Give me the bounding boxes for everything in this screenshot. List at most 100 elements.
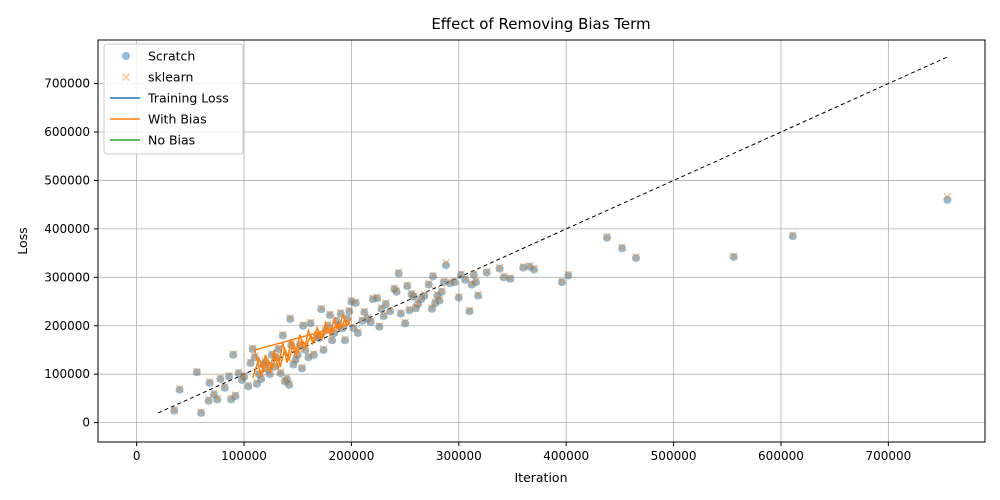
sklearn-point — [315, 332, 324, 341]
sklearn-point — [351, 298, 360, 306]
legend-marker-x — [122, 73, 130, 81]
sklearn-point — [170, 406, 179, 414]
sklearn-point — [319, 345, 328, 353]
sklearn-point — [461, 274, 470, 283]
sklearn-point — [338, 323, 347, 332]
sklearn-point — [287, 340, 296, 349]
sklearn-point — [375, 321, 384, 330]
scratch-point — [319, 345, 328, 354]
scratch-point — [286, 314, 295, 323]
scratch-point — [450, 278, 459, 287]
legend-label: No Bias — [148, 133, 195, 148]
scratch-point — [396, 309, 405, 318]
sklearn-point — [474, 290, 483, 299]
sklearn-point — [298, 363, 306, 372]
y-tick-label: 500000 — [44, 173, 90, 187]
scratch-point — [394, 269, 403, 278]
sklearn-point — [343, 313, 352, 322]
scratch-point — [298, 364, 307, 373]
x-tick-label: 0 — [133, 449, 141, 463]
x-ticks: 0 100000 200000 300000 400000 500000 600000 700… — [133, 442, 911, 463]
scratch-point — [360, 308, 369, 317]
sklearn-point — [283, 374, 291, 383]
scratch-point — [499, 273, 508, 282]
plot-frame — [97, 39, 986, 443]
sklearn-point — [345, 306, 354, 315]
sklearn-point — [285, 379, 294, 388]
x-tick-label: 100000 — [221, 449, 267, 463]
sklearn-point — [268, 349, 276, 358]
scratch-point — [564, 271, 573, 280]
scratch-point — [276, 369, 285, 378]
sklearn-point — [394, 268, 403, 277]
y-tick-label: 700000 — [44, 77, 90, 91]
scratch-point — [345, 307, 354, 316]
sklearn-point — [392, 286, 401, 295]
sklearn-point — [210, 389, 218, 398]
sklearn-point — [234, 368, 243, 377]
sklearn-point — [943, 192, 952, 201]
sklearn-point — [519, 262, 528, 271]
sklearn-point — [263, 364, 272, 373]
sklearn-point — [411, 303, 420, 312]
sklearn-point — [347, 296, 356, 305]
sklearn-point — [341, 335, 349, 344]
legend-label: Training Loss — [147, 91, 229, 106]
series-line-with-bias — [251, 312, 353, 379]
sklearn-point — [216, 374, 225, 383]
scratch-point — [386, 307, 395, 316]
sklearn-point — [286, 314, 295, 322]
sklearn-point — [244, 381, 253, 390]
y-tick-label: 300000 — [44, 270, 90, 284]
scratch-point — [351, 298, 360, 307]
sklearn-point — [270, 361, 279, 370]
y-tick-label: 200000 — [44, 319, 90, 333]
scratch-point — [375, 322, 384, 331]
sklearn-point — [525, 261, 534, 270]
scratch-point — [461, 275, 470, 284]
sklearn-point — [429, 271, 438, 280]
legend-item: With Bias — [110, 112, 207, 127]
scratch-point — [495, 264, 504, 273]
scratch-point — [469, 270, 478, 279]
scratch-point — [631, 253, 640, 262]
sklearn-point — [373, 293, 382, 302]
scratch-point — [618, 244, 627, 253]
sklearn-point — [276, 368, 285, 377]
sklearn-point — [420, 290, 429, 299]
scratch-point — [306, 319, 315, 328]
scratch-point — [409, 292, 418, 301]
scratch-point — [435, 296, 444, 305]
sklearn-point — [469, 269, 478, 278]
y-tick-label: 0 — [82, 416, 90, 430]
data-marks — [157, 56, 952, 417]
sklearn-point — [360, 307, 369, 316]
sklearn-point — [788, 231, 797, 240]
sklearn-point — [603, 232, 611, 241]
sklearn-point — [325, 310, 334, 319]
scratch-point — [519, 263, 528, 272]
sklearn-point — [557, 277, 566, 286]
sklearn-point — [332, 315, 341, 324]
scratch-point — [244, 382, 253, 391]
scratch-point — [231, 391, 240, 400]
sklearn-point — [323, 320, 332, 329]
sklearn-point — [205, 377, 214, 386]
sklearn-point — [632, 253, 640, 261]
sklearn-point — [428, 303, 436, 312]
scratch-point — [465, 307, 474, 316]
x-tick-label: 600000 — [758, 449, 804, 463]
scratch-point — [392, 287, 401, 296]
scratch-point — [403, 282, 412, 291]
sklearn-point — [229, 349, 238, 358]
scratch-point — [309, 350, 318, 359]
scratch-point — [471, 278, 480, 287]
sklearn-point — [246, 358, 255, 367]
chart-title: Effect of Removing Bias Term — [431, 15, 650, 33]
sklearn-point — [321, 325, 330, 334]
sklearn-point — [482, 267, 491, 276]
sklearn-point — [274, 344, 283, 352]
sklearn-point — [328, 335, 337, 344]
scratch-point — [482, 268, 491, 277]
